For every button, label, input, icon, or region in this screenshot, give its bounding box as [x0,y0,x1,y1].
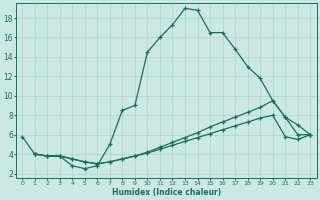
X-axis label: Humidex (Indice chaleur): Humidex (Indice chaleur) [112,188,221,197]
